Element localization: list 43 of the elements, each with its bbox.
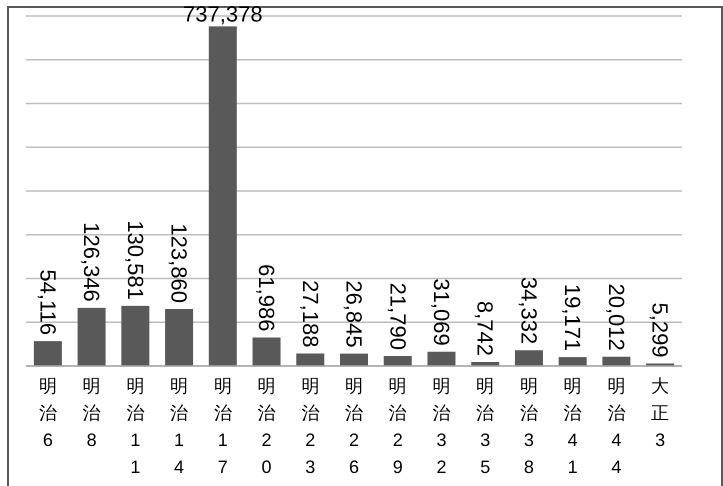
data-label: 19,171 bbox=[560, 284, 586, 352]
x-tick-label: 明治38 bbox=[520, 376, 538, 477]
bar bbox=[121, 306, 150, 366]
x-tick-label: 明治44 bbox=[607, 376, 626, 477]
bar bbox=[34, 341, 62, 366]
x-tick-label: 大正3 bbox=[651, 376, 670, 450]
data-label: 26,845 bbox=[342, 280, 367, 348]
data-label: 21,790 bbox=[385, 282, 410, 350]
bar bbox=[384, 356, 412, 366]
data-label: 20,012 bbox=[604, 283, 629, 351]
x-tick-label: 明治29 bbox=[388, 376, 407, 477]
bar bbox=[558, 357, 587, 366]
x-tick-label: 明治8 bbox=[82, 376, 101, 450]
data-label: 34,332 bbox=[516, 276, 542, 344]
x-tick-label: 明治11 bbox=[126, 376, 144, 477]
data-label: 5,299 bbox=[648, 302, 673, 358]
x-tick-label: 明治41 bbox=[564, 376, 582, 477]
data-label: 130,581 bbox=[122, 220, 148, 300]
x-tick-label: 明治35 bbox=[476, 376, 494, 477]
bar bbox=[602, 356, 630, 366]
bar bbox=[78, 308, 106, 366]
x-tick-label: 明治17 bbox=[214, 376, 232, 477]
x-tick-label: 明治23 bbox=[301, 376, 320, 477]
data-label: 123,860 bbox=[166, 223, 192, 303]
x-tick-label: 明治20 bbox=[258, 376, 276, 477]
x-tick-label: 明治14 bbox=[170, 376, 188, 477]
x-tick-label: 明治6 bbox=[38, 376, 57, 450]
bar bbox=[252, 337, 281, 366]
data-label: 54,116 bbox=[35, 269, 60, 336]
bar bbox=[296, 353, 324, 366]
data-label: 61,986 bbox=[254, 264, 280, 332]
data-label: 737,378 bbox=[183, 1, 263, 26]
bar bbox=[427, 352, 456, 366]
x-tick-label: 明治32 bbox=[432, 376, 450, 477]
bar bbox=[165, 308, 194, 366]
data-label: 27,188 bbox=[298, 280, 323, 348]
bar bbox=[514, 350, 543, 366]
data-label: 31,069 bbox=[428, 278, 454, 346]
bar bbox=[340, 354, 368, 366]
x-tick-label: 明治26 bbox=[345, 376, 363, 477]
data-label: 126,346 bbox=[79, 222, 104, 302]
data-label: 8,742 bbox=[472, 300, 498, 356]
bar bbox=[208, 26, 237, 366]
